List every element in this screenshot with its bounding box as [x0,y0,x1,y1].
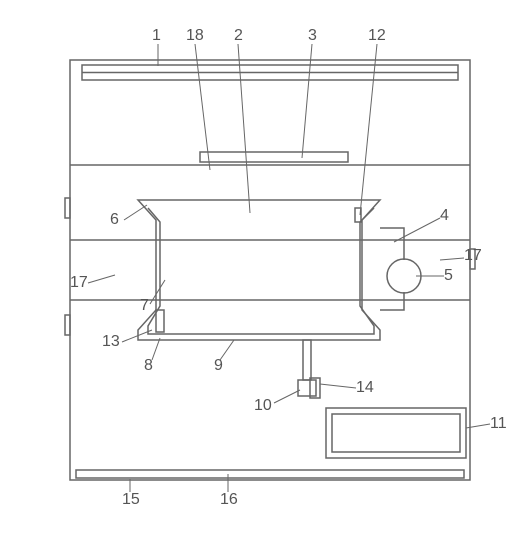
lead-6 [124,205,147,220]
label-14: 14 [356,379,374,396]
outer-box [70,60,470,480]
lead-17b [440,258,464,260]
bottom-lip [76,470,464,478]
label-8: 8 [144,357,153,374]
label-17a: 17 [70,274,88,291]
label-17b: 17 [464,247,482,264]
label-2: 2 [234,27,243,44]
label-5: 5 [444,267,453,284]
box-11-outer [326,408,466,458]
label-9: 9 [214,357,223,374]
left-hinge-0 [65,198,70,218]
label-7: 7 [140,297,149,314]
label-11: 11 [490,415,507,432]
label-18: 18 [186,27,204,44]
lead-17a [88,275,115,283]
lead-10 [274,390,300,403]
label-6: 6 [110,211,119,228]
lead-3 [302,44,312,158]
label-15: 15 [122,491,140,508]
circle-5 [387,259,421,293]
vessel-inner [148,208,374,334]
lead-8 [152,338,160,360]
cap-10b [310,378,320,398]
lead-14 [320,384,356,388]
stem-10 [303,340,311,380]
label-10: 10 [254,397,272,414]
lead-12 [360,44,377,215]
label-13: 13 [102,333,120,350]
label-16: 16 [220,491,238,508]
label-12: 12 [368,27,386,44]
lead-2 [238,44,250,213]
label-4: 4 [440,207,449,224]
slot-3 [200,152,348,162]
lead-18 [195,44,210,170]
diagram-svg: 12345678910111213141516181717 [10,10,526,529]
box-11-inner [332,414,460,452]
vessel-outer [138,200,380,340]
label-1: 1 [152,27,161,44]
label-3: 3 [308,27,317,44]
left-hinge-1 [65,315,70,335]
lead-4 [394,218,440,242]
stub-8 [156,310,164,332]
cap-10 [298,380,316,396]
